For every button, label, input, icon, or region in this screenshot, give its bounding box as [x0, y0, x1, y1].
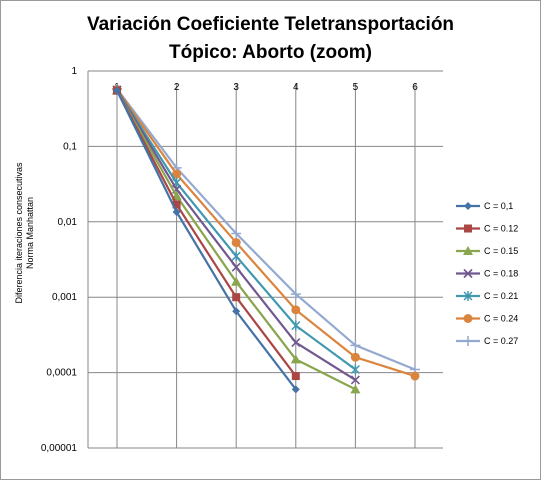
- legend-marker-1: [464, 202, 472, 210]
- data-point-s4-4: [291, 338, 301, 348]
- data-point-s4-5: [350, 375, 360, 385]
- data-point-s6-4: [291, 305, 301, 315]
- y-tick-label: 1: [71, 66, 77, 77]
- series-line-6: [116, 88, 416, 378]
- data-point-s6-3: [231, 238, 241, 248]
- data-point-s6-6: [410, 371, 420, 381]
- legend-marker-3: [463, 246, 473, 255]
- data-point-s7-5: [350, 340, 361, 351]
- data-point-s1-4: [291, 385, 300, 394]
- legend-label-7: C = 0.27: [484, 336, 518, 346]
- legend-marker-5: [463, 291, 473, 301]
- y-tick-label: 0,001: [52, 292, 77, 303]
- x-tick-label: 6: [412, 82, 418, 93]
- data-point-s2-2: [172, 200, 181, 209]
- data-point-s1-3: [232, 307, 241, 316]
- legend-label-4: C = 0.18: [484, 269, 518, 279]
- data-point-s3-3: [231, 276, 242, 286]
- legend-label-2: C = 0.12: [484, 224, 518, 234]
- series-line-7: [116, 88, 416, 371]
- data-point-s3-5: [350, 384, 361, 394]
- legend-label-6: C = 0.24: [484, 314, 518, 324]
- y-tick-label: 0,0001: [46, 368, 77, 379]
- data-point-s6-2: [172, 169, 182, 179]
- chart-title-line-1: Variación Coeficiente Teletransportación: [86, 14, 455, 35]
- legend-marker-2: [464, 224, 472, 233]
- data-point-s2-4: [291, 372, 300, 381]
- data-point-s4-3: [231, 262, 241, 272]
- legend-label-3: C = 0.15: [484, 246, 518, 256]
- data-point-s5-3: [231, 251, 241, 262]
- x-tick-label: 5: [353, 82, 359, 93]
- data-point-s2-3: [232, 293, 241, 302]
- data-point-s1-2: [172, 207, 181, 216]
- y-tick-label: 0,01: [58, 217, 78, 228]
- x-tick-label: 4: [293, 82, 299, 93]
- data-point-s5-4: [291, 320, 301, 331]
- legend-marker-7: [463, 336, 473, 346]
- legend-label-5: C = 0.21: [484, 291, 518, 301]
- data-point-s6-5: [350, 352, 360, 362]
- legend-marker-6: [463, 314, 473, 323]
- data-point-s7-3: [231, 228, 242, 239]
- x-tick-label: 2: [174, 82, 180, 93]
- data-point-s7-4: [290, 289, 301, 300]
- series-line-2: [116, 90, 297, 377]
- legend-marker-4: [463, 268, 473, 279]
- y-tick-label: 0,00001: [41, 443, 78, 454]
- data-point-s1-1: [113, 86, 121, 95]
- series-line-1: [116, 90, 297, 390]
- data-point-s5-5: [350, 364, 360, 375]
- y-tick-label: 0,1: [63, 141, 77, 152]
- data-point-s3-4: [290, 354, 301, 364]
- legend-label-1: C = 0,1: [484, 201, 513, 211]
- chart-title-line-2: Tópico: Aborto (zoom): [169, 42, 372, 63]
- x-tick-label: 3: [233, 82, 239, 93]
